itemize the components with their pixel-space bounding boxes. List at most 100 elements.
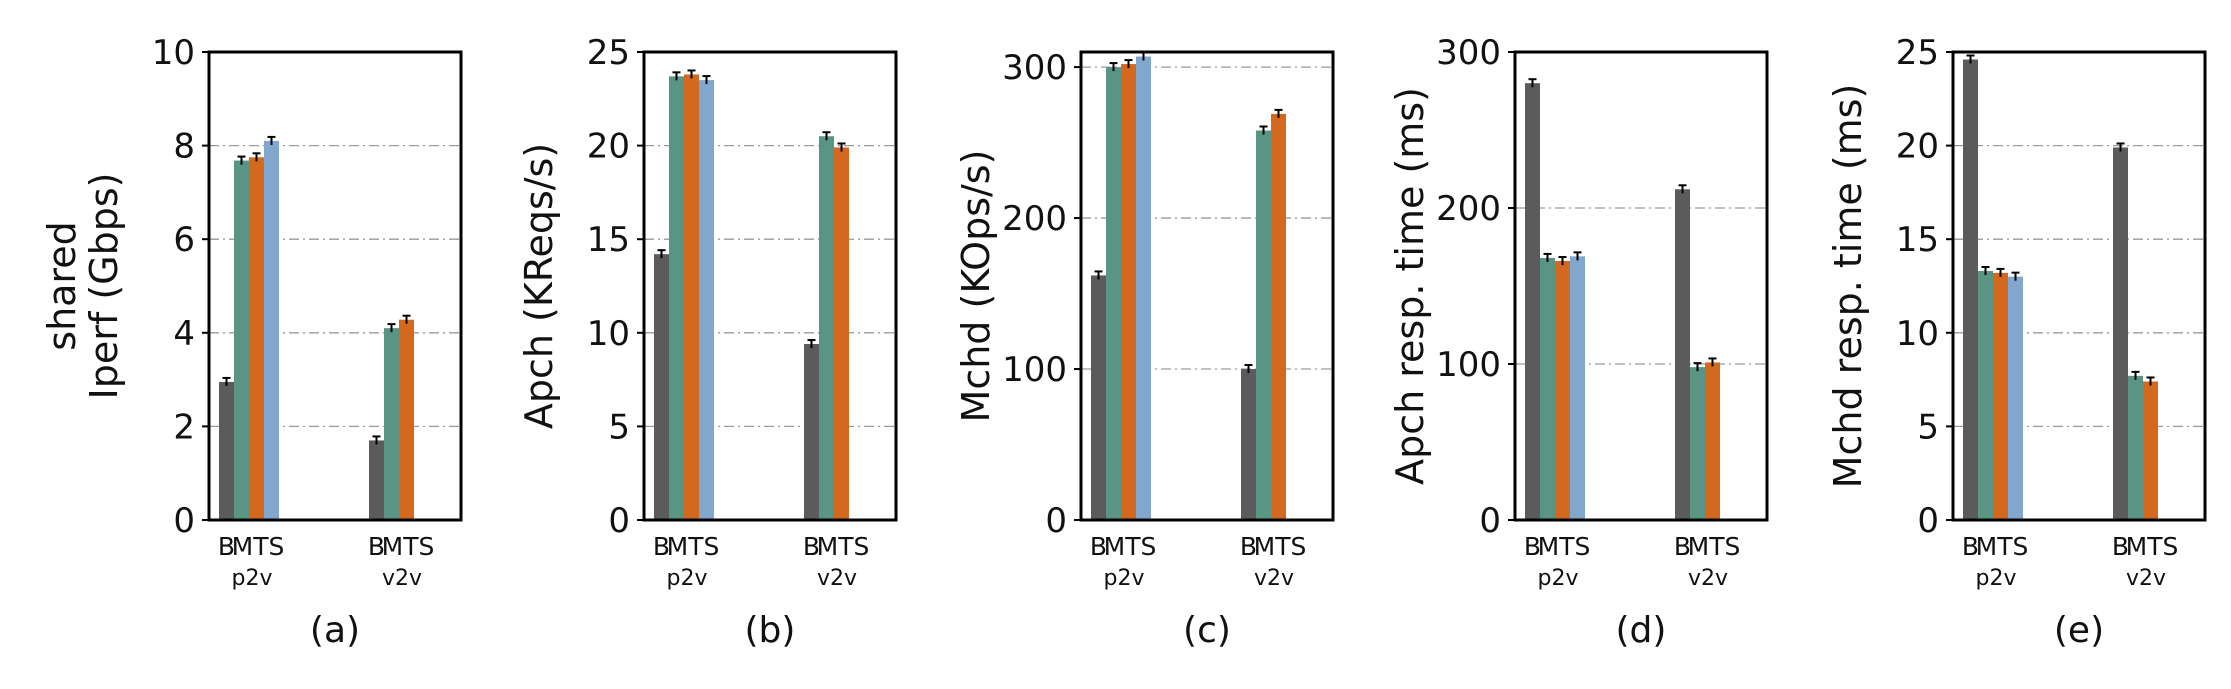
plot-frame — [1513, 50, 1769, 522]
y-tick-label: 0 — [1917, 501, 1939, 541]
y-tick-label: 0 — [173, 501, 195, 541]
y-axis-label: Apch (KReqs/s) — [517, 143, 561, 429]
bar-v2v-2 — [834, 147, 849, 521]
bar-v2v-1 — [1256, 130, 1271, 520]
subplot-label: (b) — [745, 610, 796, 651]
y-tick-label: 100 — [1002, 350, 1067, 390]
plot-frame — [642, 50, 898, 522]
x-label-mts: MTS — [2126, 532, 2179, 561]
x-label-mts: MTS — [667, 532, 720, 561]
y-axis-label: Mchd resp. time (ms) — [1826, 84, 1870, 489]
x-group-label: v2v — [2126, 566, 2166, 591]
bar-v2v-2 — [1705, 362, 1720, 520]
x-label-b: B — [218, 532, 235, 561]
bar-v2v-0 — [369, 440, 384, 520]
bar-v2v-2 — [1271, 113, 1286, 520]
x-group-label: p2v — [232, 566, 273, 591]
y-axis-label: Mchd (KOps/s) — [954, 150, 998, 423]
bar-p2v-0 — [1091, 275, 1106, 520]
y-tick-label: 5 — [1917, 407, 1939, 447]
y-tick-label: 15 — [1896, 220, 1939, 260]
y-tick-label: 8 — [173, 127, 195, 167]
x-label-b: B — [1524, 532, 1541, 561]
bar-p2v-1 — [234, 160, 249, 521]
bar-p2v-2 — [249, 157, 264, 521]
bar-p2v-1 — [1978, 271, 1993, 520]
y-tick-label: 25 — [1896, 33, 1939, 73]
y-tick-label: 5 — [608, 407, 630, 447]
bar-p2v-2 — [1121, 64, 1136, 520]
y-tick-label: 20 — [1896, 127, 1939, 167]
bar-p2v-3 — [699, 80, 714, 520]
x-label-mts: MTS — [1976, 532, 2029, 561]
x-label-b: B — [2112, 532, 2129, 561]
bar-v2v-1 — [1690, 367, 1705, 520]
y-tick-label: 0 — [608, 501, 630, 541]
subplot-label: (a) — [310, 610, 360, 651]
bar-v2v-0 — [2113, 147, 2128, 521]
bar-v2v-0 — [804, 344, 819, 520]
x-group-label: p2v — [1104, 566, 1145, 591]
bar-p2v-2 — [684, 74, 699, 521]
x-label-b: B — [803, 532, 820, 561]
bar-p2v-0 — [654, 254, 669, 520]
x-group-label: p2v — [1538, 566, 1579, 591]
y-tick-label: 200 — [1002, 199, 1067, 239]
y-tick-label: 300 — [1002, 48, 1067, 88]
x-group-label: v2v — [1254, 566, 1294, 591]
x-group-label: p2v — [667, 566, 708, 591]
bar-p2v-2 — [1993, 272, 2008, 520]
x-group-label: v2v — [382, 566, 422, 591]
x-label-mts: MTS — [232, 532, 285, 561]
y-tick-label: 25 — [587, 33, 630, 73]
plot-frame — [207, 50, 463, 522]
bar-v2v-1 — [384, 328, 399, 520]
x-label-mts: MTS — [1254, 532, 1307, 561]
subplot-label: (e) — [2054, 610, 2104, 651]
x-label-b: B — [1240, 532, 1257, 561]
y-tick-label: 6 — [173, 220, 195, 260]
bar-v2v-0 — [1675, 189, 1690, 520]
x-label-b: B — [1090, 532, 1107, 561]
x-label-b: B — [653, 532, 670, 561]
x-label-mts: MTS — [817, 532, 870, 561]
bar-p2v-3 — [264, 140, 279, 521]
x-group-label: v2v — [817, 566, 857, 591]
subplot-label: (d) — [1616, 610, 1667, 651]
x-group-label: p2v — [1976, 566, 2017, 591]
bar-v2v-1 — [819, 136, 834, 521]
y-tick-label: 0 — [1479, 501, 1501, 541]
x-label-mts: MTS — [382, 532, 435, 561]
x-label-mts: MTS — [1538, 532, 1591, 561]
bar-v2v-0 — [1241, 369, 1256, 520]
bar-p2v-0 — [1963, 59, 1978, 520]
x-label-b: B — [1962, 532, 1979, 561]
bar-v2v-1 — [2128, 375, 2143, 520]
subplot-label: (c) — [1183, 610, 1231, 651]
y-axis-label: Iperf (Gbps) — [82, 173, 126, 400]
bar-p2v-1 — [1106, 67, 1121, 520]
x-label-mts: MTS — [1688, 532, 1741, 561]
y-tick-label: 4 — [173, 314, 195, 354]
bar-v2v-2 — [2143, 381, 2158, 520]
y-tick-label: 10 — [152, 33, 195, 73]
y-tick-label: 15 — [587, 220, 630, 260]
bar-p2v-0 — [1525, 83, 1540, 520]
y-tick-label: 2 — [173, 407, 195, 447]
y-tick-label: 10 — [587, 314, 630, 354]
bar-p2v-0 — [219, 381, 234, 520]
bar-v2v-2 — [399, 319, 414, 520]
y-tick-label: 100 — [1436, 345, 1501, 385]
bar-p2v-1 — [669, 76, 684, 520]
y-tick-label: 0 — [1045, 501, 1067, 541]
bar-p2v-3 — [1570, 256, 1585, 520]
y-tick-label: 10 — [1896, 314, 1939, 354]
bar-p2v-1 — [1540, 257, 1555, 520]
plot-frame — [1951, 50, 2207, 522]
